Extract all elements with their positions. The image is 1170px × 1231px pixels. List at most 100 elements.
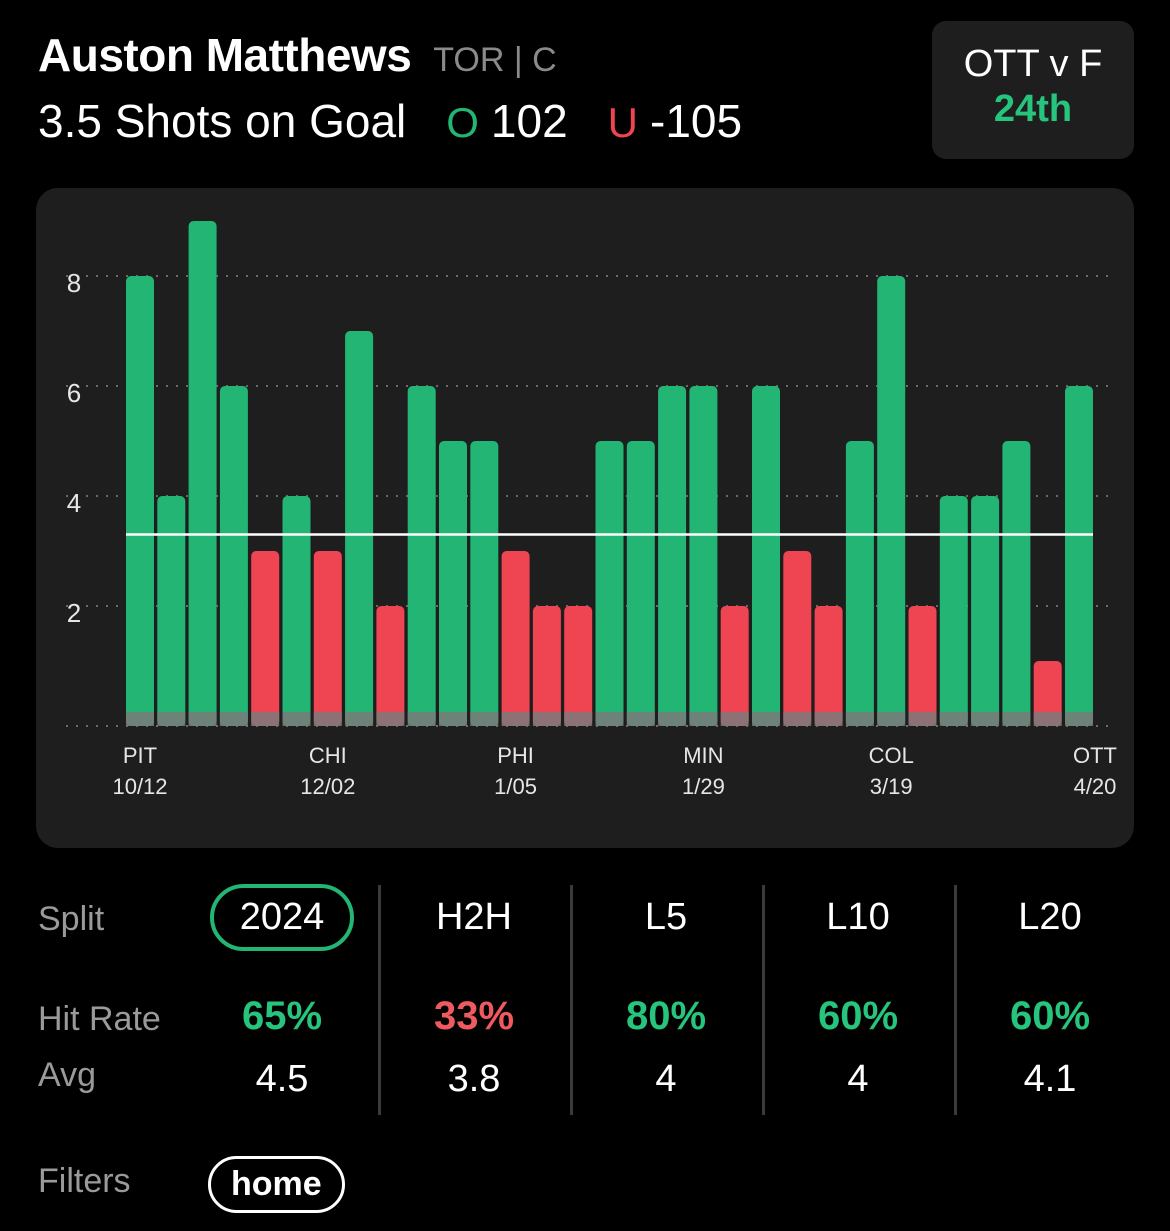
game-bar[interactable] [1065, 386, 1093, 726]
bar-base [376, 712, 405, 726]
game-bar[interactable] [626, 441, 655, 726]
game-bar[interactable] [564, 606, 593, 726]
game-bar[interactable] [783, 551, 812, 726]
game-bar[interactable] [188, 221, 217, 726]
prop-header: Auston Matthews TOR | C 3.5 Shots on Goa… [38, 28, 918, 148]
game-bar[interactable] [126, 276, 154, 726]
matchup-rank: 24th [993, 88, 1073, 130]
avg-h2h: 3.8 [447, 1058, 501, 1100]
x-tick-team: MIN [683, 743, 723, 768]
game-bar[interactable] [532, 606, 561, 726]
game-bar[interactable] [845, 441, 874, 726]
game-bar[interactable] [282, 496, 311, 726]
game-bar[interactable] [501, 551, 530, 726]
game-bar[interactable] [251, 551, 280, 726]
bar-base [407, 712, 436, 726]
bar-base [501, 712, 530, 726]
game-bar[interactable] [313, 551, 342, 726]
game-bar[interactable] [470, 441, 499, 726]
bar-base [971, 712, 1000, 726]
split-l20-label[interactable]: L20 [1018, 896, 1082, 938]
bar-base [1065, 712, 1093, 726]
split-l5-label[interactable]: L5 [644, 896, 688, 938]
bar-base [188, 712, 217, 726]
bar-base [626, 712, 655, 726]
game-log-chart: 2 4 6 8 PIT 10/12 CHI 12/02 PHI 1/05 MIN 1/29 COL 3/1… [66, 221, 1117, 799]
game-bar[interactable] [939, 496, 968, 726]
game-bar[interactable] [376, 606, 405, 726]
x-tick-date: 3/19 [870, 774, 913, 799]
bar-base [470, 712, 499, 726]
split-h2h-label[interactable]: H2H [435, 896, 513, 938]
under-odds-value: -105 [650, 95, 743, 147]
game-bar[interactable] [720, 606, 749, 726]
game-bar[interactable] [971, 496, 1000, 726]
game-bar[interactable] [439, 441, 467, 726]
game-bar[interactable] [658, 386, 687, 726]
hit-rate-l5: 80% [625, 994, 707, 1038]
bar-base [564, 712, 593, 726]
game-bar[interactable] [157, 496, 186, 726]
split-col-l20[interactable]: L20 [955, 896, 1145, 939]
x-tick-team: PIT [123, 743, 157, 768]
prop-row: 3.5 Shots on Goal O 102 U -105 [38, 94, 918, 148]
bar-base [282, 712, 311, 726]
avg-l5: 4 [655, 1058, 677, 1100]
bar-base [313, 712, 342, 726]
bar-base [532, 712, 561, 726]
game-bar[interactable] [1002, 441, 1031, 726]
hit-rate-h2h: 33% [433, 994, 515, 1038]
bar-base [939, 712, 968, 726]
over-icon: O [446, 99, 479, 146]
bar-base [689, 712, 718, 726]
game-bar[interactable] [345, 331, 374, 726]
bar-base [658, 712, 687, 726]
split-col-2024[interactable]: 2024 [187, 884, 377, 951]
split-divider [954, 885, 957, 1115]
bar-base [595, 712, 624, 726]
x-tick-date: 1/05 [494, 774, 537, 799]
hit-rate-l10: 60% [817, 994, 899, 1038]
game-bar[interactable] [407, 386, 436, 726]
over-odds[interactable]: O 102 [446, 94, 567, 148]
x-tick-team: CHI [309, 743, 347, 768]
game-bar[interactable] [877, 276, 906, 726]
bar-base [1033, 712, 1062, 726]
matchup-card[interactable]: OTT v F 24th [932, 21, 1134, 159]
bar-base [720, 712, 749, 726]
split-col-l5[interactable]: L5 [571, 896, 761, 939]
x-tick-date: 10/12 [112, 774, 167, 799]
game-bar[interactable] [908, 606, 937, 726]
x-tick-date: 1/29 [682, 774, 725, 799]
game-bar[interactable] [814, 606, 843, 726]
under-odds[interactable]: U -105 [608, 94, 742, 148]
hit-rate-row-label: Hit Rate [38, 1000, 161, 1038]
avg-row-label: Avg [38, 1056, 96, 1094]
bar-base [439, 712, 467, 726]
bar-base [783, 712, 812, 726]
bar-base [251, 712, 280, 726]
split-col-l10[interactable]: L10 [763, 896, 953, 939]
bar-base [1002, 712, 1031, 726]
bar-base [814, 712, 843, 726]
under-icon: U [607, 99, 639, 146]
split-2024-pill[interactable]: 2024 [209, 884, 355, 951]
matchup-title: OTT v F [963, 43, 1103, 85]
x-tick-team: PHI [497, 743, 534, 768]
split-divider [570, 885, 573, 1115]
split-col-h2h[interactable]: H2H [379, 896, 569, 939]
game-bar[interactable] [595, 441, 624, 726]
player-row: Auston Matthews TOR | C [38, 28, 918, 82]
bar-base [845, 712, 874, 726]
split-l10-label[interactable]: L10 [826, 896, 890, 938]
game-bar[interactable] [219, 386, 248, 726]
bar-base [219, 712, 248, 726]
game-bar[interactable] [689, 386, 718, 726]
game-bar[interactable] [752, 386, 780, 726]
game-bar[interactable] [1033, 661, 1062, 726]
filter-chip-home[interactable]: home [208, 1156, 345, 1213]
y-tick-label: 8 [67, 268, 81, 298]
hit-rate-l20: 60% [1009, 994, 1091, 1038]
split-row-label: Split [38, 900, 105, 938]
bar-base [752, 712, 780, 726]
